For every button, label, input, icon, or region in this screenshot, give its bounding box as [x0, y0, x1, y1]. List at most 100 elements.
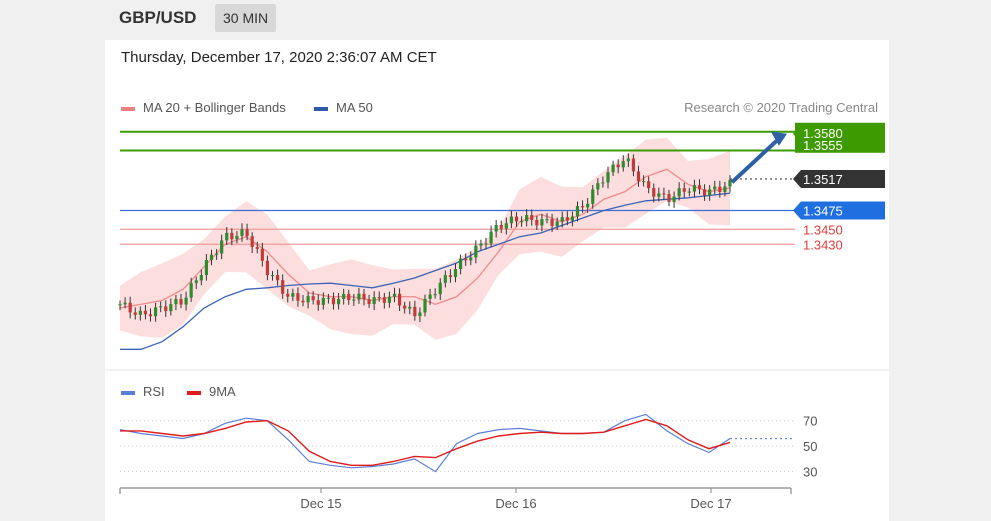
- candle-body: [641, 181, 646, 183]
- candle-body: [204, 260, 209, 276]
- candle-body: [616, 164, 620, 168]
- ma9-swatch: [187, 390, 201, 395]
- candle-body: [631, 158, 636, 172]
- candle-body: [728, 179, 732, 187]
- candle-body: [164, 306, 168, 312]
- rsi-line: [119, 413, 731, 473]
- candle-body: [428, 294, 432, 299]
- candle-body: [525, 215, 529, 222]
- credit-label: Research © 2020 Trading Central: [684, 100, 878, 115]
- candle-body: [123, 302, 127, 305]
- candle-body: [153, 307, 158, 317]
- level-label-second: 1.3555: [803, 138, 843, 153]
- candle-body: [352, 299, 356, 301]
- candle-body: [250, 236, 254, 248]
- candle-body: [362, 293, 366, 300]
- candle-body: [372, 297, 376, 305]
- candle-body: [662, 193, 666, 195]
- candle-body: [194, 280, 198, 284]
- candle-body: [184, 297, 188, 305]
- candle-body: [713, 186, 717, 190]
- candle-body: [174, 299, 178, 305]
- rsi-9ma-line: [120, 418, 731, 466]
- candle-body: [509, 216, 514, 224]
- legend-ma20: MA 20 + Bollinger Bands: [121, 100, 286, 115]
- candle-body: [504, 223, 508, 229]
- legend-rsi: RSI: [121, 384, 165, 399]
- candle-body: [413, 306, 417, 317]
- symbol-label: GBP/USD: [119, 8, 197, 27]
- rsi-tick-1: 50: [803, 439, 817, 454]
- candle-body: [718, 186, 722, 192]
- time-tick-label-0: Dec 15: [300, 496, 341, 511]
- candle-body: [575, 206, 580, 217]
- candle-body: [479, 243, 483, 246]
- candle-body: [657, 193, 661, 197]
- candle-body: [570, 216, 575, 221]
- candle-body: [697, 185, 702, 190]
- level-label-2: 1.3517: [803, 172, 843, 187]
- candle-body: [647, 181, 651, 189]
- candle-body: [286, 293, 290, 297]
- candle-body: [535, 219, 539, 226]
- candle-body: [708, 189, 712, 196]
- forecast-arrow-shaft: [730, 135, 783, 184]
- ma9-label: 9MA: [209, 384, 236, 399]
- candle-body: [438, 282, 442, 295]
- candle-body: [423, 298, 427, 313]
- candle-body: [591, 189, 595, 204]
- timeframe-button[interactable]: 30 MIN: [215, 4, 277, 32]
- candle-body: [214, 253, 219, 255]
- candle-body: [301, 300, 305, 303]
- ma50-label: MA 50: [336, 100, 373, 115]
- candle-body: [143, 310, 148, 315]
- candle-body: [326, 297, 331, 299]
- candle-body: [636, 171, 641, 182]
- candle-body: [580, 206, 585, 208]
- candle-body: [519, 221, 524, 223]
- candle-body: [321, 297, 325, 305]
- candle-body: [667, 194, 671, 202]
- candle-body: [403, 305, 407, 309]
- candle-body: [281, 280, 285, 294]
- candle-body: [331, 297, 336, 305]
- candle-body: [489, 231, 493, 244]
- candle-body: [687, 191, 691, 193]
- candle-body: [382, 297, 386, 303]
- candle-body: [545, 219, 549, 221]
- candle-body: [392, 293, 397, 297]
- candle-body: [494, 224, 498, 232]
- candle-body: [118, 304, 122, 306]
- candle-body: [702, 189, 707, 196]
- candle-body: [260, 248, 264, 261]
- candle-body: [443, 275, 447, 283]
- level-label-3: 1.3475: [803, 204, 843, 219]
- candle-body: [296, 293, 300, 301]
- candle-body: [367, 299, 371, 305]
- candle-body: [458, 258, 463, 270]
- candle-body: [469, 257, 473, 261]
- chart-svg: 1.35801.35551.35171.34751.34501.34301.35…: [105, 122, 889, 511]
- rsi-swatch: [121, 390, 135, 395]
- candle-body: [555, 221, 559, 227]
- candle-body: [601, 182, 605, 184]
- candle-body: [586, 203, 590, 208]
- candle-body: [565, 217, 569, 221]
- candle-body: [418, 312, 422, 317]
- level-label-top: 1.3580: [803, 126, 843, 141]
- candle-body: [453, 269, 458, 278]
- candle-body: [387, 296, 392, 303]
- candle-body: [621, 161, 625, 168]
- candle-body: [682, 188, 686, 192]
- ma50-swatch: [314, 106, 328, 111]
- chart-card: GBP/USD 30 MIN Thursday, December 17, 20…: [105, 0, 889, 521]
- candle-body: [225, 232, 229, 241]
- candle-body: [336, 298, 341, 305]
- candle-body: [159, 306, 163, 308]
- candle-body: [626, 158, 630, 162]
- candle-body: [245, 229, 249, 237]
- candle-body: [530, 215, 534, 220]
- time-tick-label-2: Dec 17: [690, 496, 731, 511]
- candle-body: [408, 306, 412, 309]
- header-bar: GBP/USD 30 MIN: [105, 0, 889, 40]
